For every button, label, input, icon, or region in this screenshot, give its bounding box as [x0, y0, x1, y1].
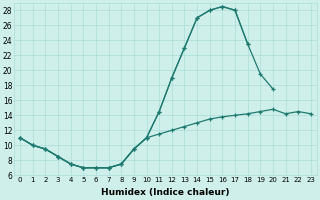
- X-axis label: Humidex (Indice chaleur): Humidex (Indice chaleur): [101, 188, 230, 197]
